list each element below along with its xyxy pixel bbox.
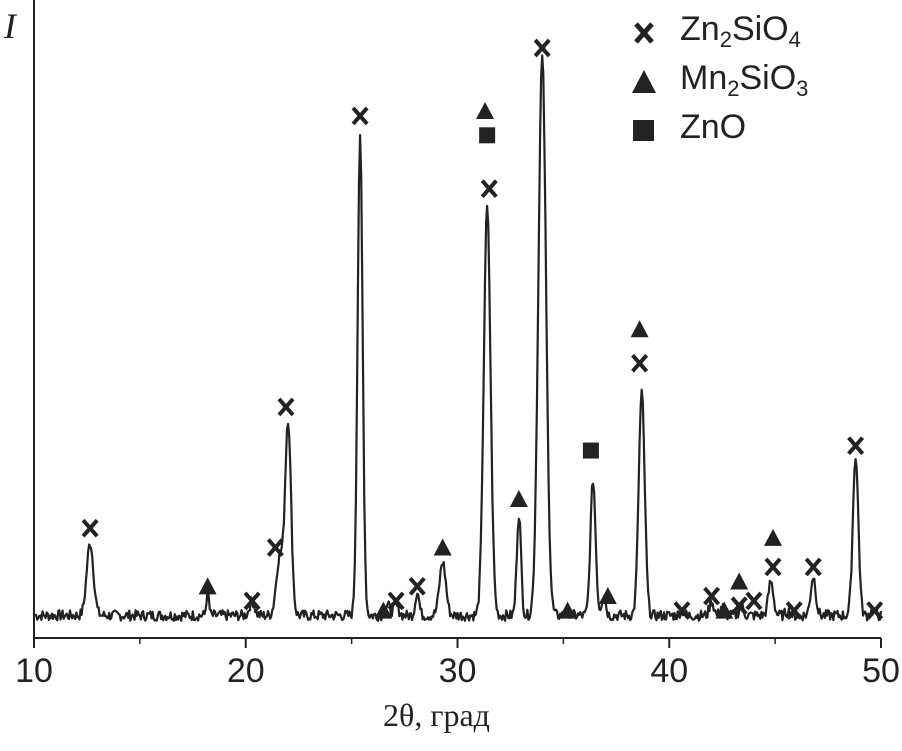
- x-marker-icon: [745, 591, 763, 611]
- x-marker-icon: [634, 22, 654, 44]
- x-marker-icon: [243, 591, 261, 611]
- legend-item-zn2sio4: Zn2SiO4: [630, 8, 890, 57]
- triangle-marker-icon: [715, 601, 734, 619]
- x-tick-label: 20: [227, 652, 265, 690]
- x-marker-icon: [351, 106, 369, 126]
- x-marker-icon: [703, 586, 721, 606]
- x-marker-icon: [480, 179, 498, 198]
- x-marker-icon: [277, 397, 295, 417]
- legend: Zn2SiO4 Mn2SiO3 ZnO: [630, 8, 890, 155]
- triangle-marker-icon: [509, 490, 528, 508]
- legend-label: Zn2SiO4: [680, 10, 801, 52]
- x-tick-label: 50: [862, 652, 900, 690]
- legend-item-zno: ZnO: [630, 106, 890, 155]
- x-marker-icon: [408, 577, 426, 596]
- x-marker-icon: [866, 601, 884, 620]
- x-marker-icon: [785, 601, 803, 620]
- triangle-marker-icon: [764, 528, 783, 546]
- triangle-marker-icon: [198, 577, 217, 595]
- x-marker-icon: [81, 518, 99, 538]
- square-marker-icon: [633, 120, 654, 141]
- x-tick-label: 40: [650, 652, 688, 690]
- square-marker-icon: [479, 127, 496, 144]
- triangle-marker-icon: [598, 587, 617, 605]
- x-marker-icon: [804, 557, 822, 577]
- x-tick-label: 10: [15, 652, 53, 690]
- phase-annotations: [81, 38, 884, 620]
- y-axis-label: I: [4, 6, 16, 46]
- x-marker-icon: [730, 596, 748, 616]
- legend-item-mn2sio3: Mn2SiO3: [630, 57, 890, 106]
- square-marker-icon: [582, 442, 599, 459]
- triangle-marker-icon: [374, 601, 393, 619]
- triangle-marker-icon: [632, 70, 656, 93]
- x-axis-ticks: 10 20 30 40 50: [15, 638, 900, 690]
- x-marker-icon: [847, 436, 865, 456]
- triangle-marker-icon: [476, 102, 495, 120]
- legend-label: ZnO: [680, 108, 747, 146]
- triangle-marker-icon: [558, 601, 577, 619]
- triangle-marker-icon: [433, 538, 452, 556]
- x-marker-icon: [266, 538, 284, 557]
- x-tick-label: 30: [439, 652, 477, 690]
- x-marker-icon: [764, 557, 782, 577]
- x-marker-icon: [673, 601, 691, 620]
- triangle-marker-icon: [630, 320, 649, 338]
- legend-label: Mn2SiO3: [680, 59, 809, 101]
- x-axis-label: 2θ, град: [383, 697, 490, 733]
- x-marker-icon: [631, 353, 649, 373]
- triangle-marker-icon: [730, 572, 749, 590]
- x-marker-icon: [533, 38, 551, 58]
- x-marker-icon: [387, 591, 405, 611]
